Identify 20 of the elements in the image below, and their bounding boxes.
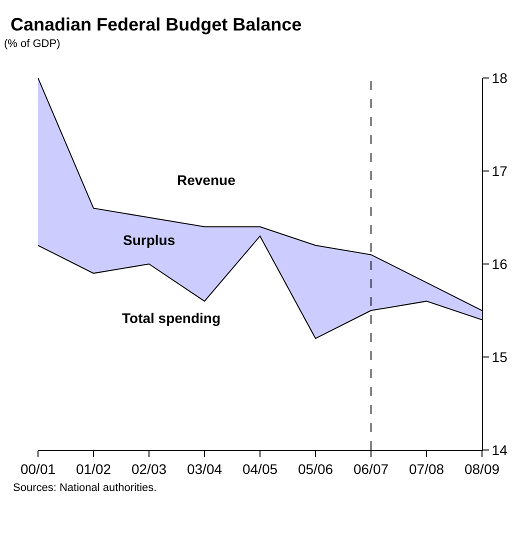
- x-tick-label: 05/06: [298, 460, 334, 477]
- text: Revenue: [177, 172, 236, 188]
- x-tick-label: 00/01: [20, 460, 56, 477]
- x-tick-label: 04/05: [242, 460, 278, 477]
- y-tick-label: 18: [492, 70, 508, 86]
- x-tick-label: 08/09: [464, 460, 500, 477]
- source-note: Sources: National authorities.: [13, 482, 157, 494]
- y-tick-label: 17: [492, 162, 508, 179]
- x-tick-label: 06/07: [353, 460, 389, 477]
- x-tick-label: 07/08: [408, 460, 444, 477]
- series-label: Total spending: [122, 310, 221, 326]
- y-tick-label: 16: [492, 256, 508, 272]
- y-tick-label: 15: [492, 348, 508, 365]
- x-tick-label: 01/02: [76, 460, 112, 477]
- x-tick-label: 03/04: [186, 460, 222, 477]
- chart-subtitle: (% of GDP): [4, 38, 60, 50]
- x-tick-label: 02/03: [131, 460, 167, 477]
- chart-title: Canadian Federal Budget Balance: [10, 14, 302, 35]
- annotation: Surplus: [123, 232, 176, 248]
- y-tick-label: 14: [492, 442, 508, 458]
